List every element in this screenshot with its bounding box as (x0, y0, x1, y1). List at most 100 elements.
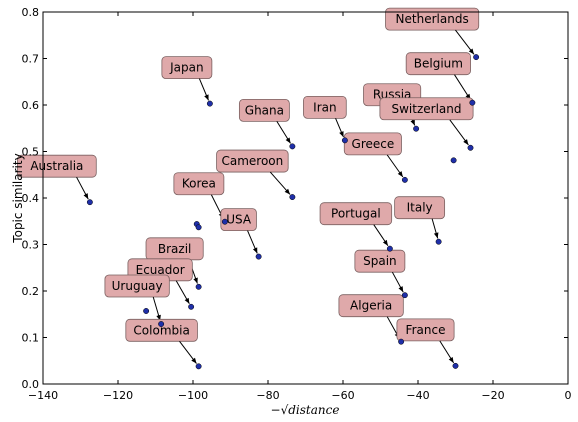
y-tick-label: 0.6 (22, 99, 40, 112)
point-italy (435, 238, 442, 245)
annotation-box (379, 97, 474, 121)
annotation-box (319, 202, 393, 226)
annotation-box (396, 318, 455, 342)
annotation-belgium: Belgium (405, 52, 471, 100)
y-tick-label: 0.1 (22, 332, 40, 345)
annotation-greece: Greece (343, 132, 404, 178)
point-unlabeled (450, 157, 457, 164)
annotation-arrowhead (285, 137, 291, 144)
annotation-arrowhead (204, 94, 209, 101)
annotation-arrowhead (410, 119, 415, 126)
point-greece (401, 176, 408, 183)
point-cameroon (289, 194, 296, 201)
annotation-netherlands: Netherlands (385, 7, 480, 55)
annotation-box (338, 294, 404, 318)
point-uruguay (158, 321, 165, 327)
annotation-layer: NetherlandsBelgiumRussiaSwitzerlandIranG… (17, 7, 480, 364)
point-unlabeled (143, 308, 150, 314)
annotation-arrowhead (184, 297, 190, 304)
x-tick-label: −100 (178, 389, 208, 402)
point-unlabeled (195, 224, 202, 231)
annotation-box (405, 52, 471, 76)
annotation-box (17, 154, 97, 178)
annotation-arrowhead (193, 277, 198, 284)
annotation-label: Switzerland (392, 102, 462, 116)
annotation-box (173, 172, 225, 196)
point-algeria (398, 338, 405, 345)
point-switzerland (467, 144, 474, 151)
annotation-arrowhead (252, 247, 258, 254)
annotation-box (238, 98, 290, 122)
point-brazil (195, 283, 202, 290)
annotation-label: Uruguay (112, 279, 163, 293)
annotation-arrowhead (433, 232, 439, 239)
x-tick-label: −120 (103, 389, 133, 402)
annotation-box (161, 56, 213, 80)
annotation-label: Italy (407, 201, 433, 215)
x-tick-label: −140 (28, 389, 58, 402)
annotation-australia: Australia (17, 154, 97, 200)
annotation-ghana: Ghana (238, 98, 291, 144)
point-netherlands (473, 54, 480, 61)
point-ghana (289, 143, 296, 150)
annotation-box (385, 7, 480, 31)
annotation-arrowhead (448, 356, 454, 363)
annotation-arrowhead (468, 48, 474, 55)
annotation-label: Cameroon (221, 154, 283, 168)
y-tick-label: 0.8 (22, 6, 40, 19)
y-tick-label: 0.0 (22, 378, 40, 391)
annotation-france: France (396, 318, 455, 364)
point-iran (341, 137, 348, 144)
point-usa (255, 253, 262, 260)
annotation-label: Brazil (158, 242, 192, 256)
point-japan (206, 100, 213, 107)
annotation-spain: Spain (354, 249, 406, 293)
annotation-usa: USA (220, 208, 258, 254)
point-ecuador (188, 303, 195, 310)
annotation-arrowhead (397, 171, 403, 178)
x-axis: −140 −120 −100 −80 −60 −40 −20 0 (28, 12, 572, 402)
annotation-italy: Italy (394, 196, 446, 239)
annotation-label: Portugal (331, 207, 381, 221)
point-australia (86, 199, 93, 206)
annotation-switzerland: Switzerland (379, 97, 474, 146)
x-tick-label: −60 (331, 389, 354, 402)
x-tick-label: −20 (481, 389, 504, 402)
annotation-label: Japan (169, 61, 203, 75)
x-tick-label: 0 (565, 389, 572, 402)
plot-frame (42, 11, 569, 385)
annotation-label: Belgium (414, 57, 463, 71)
annotation-label: Ghana (245, 103, 284, 117)
annotation-arrowhead (463, 139, 469, 145)
point-colombia (195, 363, 202, 370)
annotation-box (354, 249, 406, 273)
annotation-box (220, 208, 257, 231)
points-layer (86, 54, 480, 370)
y-tick-label: 0.3 (22, 239, 40, 252)
annotation-portugal: Portugal (319, 202, 393, 247)
annotation-label: Spain (363, 254, 397, 268)
annotation-label: Netherlands (396, 12, 469, 26)
annotation-box (343, 132, 402, 156)
annotation-korea: Korea (173, 172, 225, 219)
annotation-label: Ecuador (136, 263, 185, 277)
annotation-colombia: Colombia (125, 318, 198, 364)
annotation-japan: Japan (161, 56, 213, 101)
annotation-label: France (406, 323, 446, 337)
annotation-arrowhead (191, 357, 197, 364)
y-tick-label: 0.4 (22, 192, 40, 205)
annotation-box (216, 149, 289, 173)
annotation-label: USA (226, 213, 252, 227)
annotation-box (303, 95, 347, 119)
x-tick-label: −80 (256, 389, 279, 402)
point-portugal (386, 245, 393, 252)
annotation-box (394, 196, 446, 220)
annotation-label: Colombia (133, 323, 189, 337)
point-france (452, 362, 459, 369)
annotation-arrowhead (83, 193, 89, 200)
y-tick-label: 0.2 (22, 285, 40, 298)
y-axis-label: Topic similarity (11, 153, 25, 243)
annotation-uruguay: Uruguay (104, 274, 170, 321)
annotation-arrowhead (284, 188, 291, 195)
